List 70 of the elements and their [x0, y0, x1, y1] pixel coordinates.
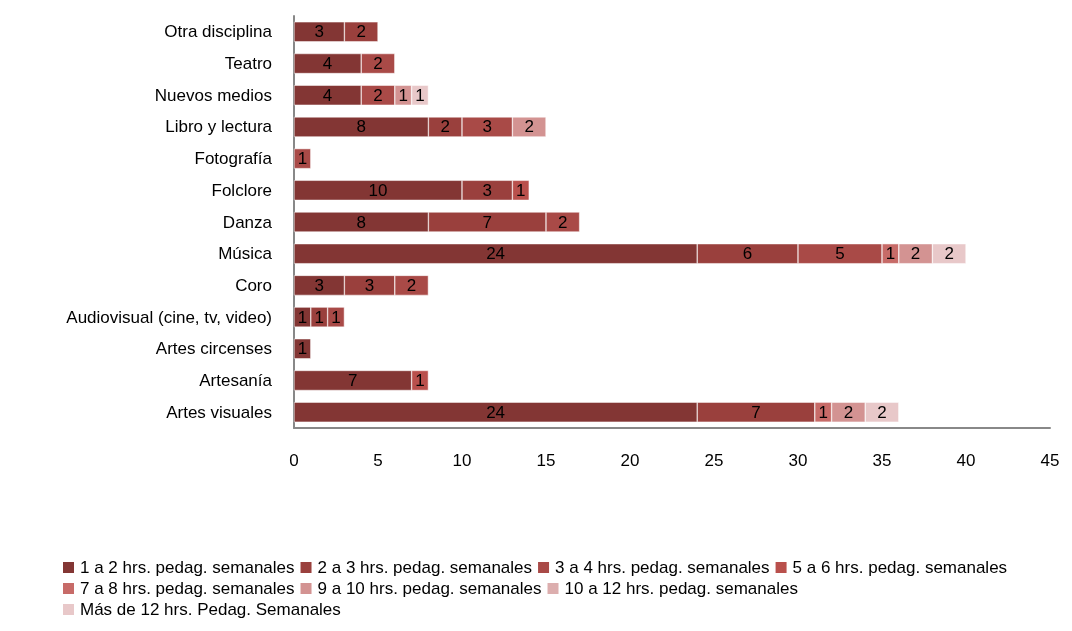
- y-tick-label: Artesanía: [199, 370, 273, 390]
- y-tick-label: Música: [218, 244, 273, 264]
- data-label: 1: [818, 402, 828, 422]
- data-label: 2: [877, 402, 887, 422]
- y-tick-label: Artes visuales: [166, 402, 272, 422]
- x-tick-label: 15: [536, 451, 556, 470]
- data-label: 3: [482, 180, 492, 200]
- data-label: 2: [406, 275, 417, 295]
- y-tick-label: Libro y lectura: [165, 117, 273, 137]
- data-label: 2: [944, 244, 954, 264]
- x-tick-label: 0: [289, 451, 299, 470]
- data-label: 24: [486, 244, 506, 264]
- data-label: 6: [742, 244, 753, 264]
- data-label: 1: [398, 85, 408, 105]
- data-label: 8: [356, 117, 366, 137]
- y-tick-label: Artes circenses: [155, 339, 272, 359]
- y-tick-label: Danza: [222, 212, 273, 232]
- legend-label: 2 a 3 hrs. pedag. semanales: [317, 558, 533, 577]
- legend-label: 10 a 12 hrs. pedag. semanales: [564, 579, 798, 598]
- data-label: 3: [314, 275, 324, 295]
- legend-label: Más de 12 hrs. Pedag. Semanales: [80, 600, 341, 619]
- data-label: 1: [415, 85, 425, 105]
- data-label: 3: [314, 22, 324, 42]
- data-label: 3: [364, 275, 375, 295]
- legend-label: 3 a 4 hrs. pedag. semanales: [555, 558, 770, 577]
- x-tick-label: 30: [788, 451, 808, 470]
- y-tick-label: Folclore: [211, 180, 272, 200]
- data-label: 7: [482, 212, 492, 232]
- data-label: 1: [297, 149, 308, 169]
- data-label: 2: [373, 54, 383, 74]
- legend-label: 9 a 10 hrs. pedag. semanales: [317, 579, 542, 598]
- x-tick-label: 45: [1040, 451, 1060, 470]
- data-label: 1: [314, 307, 324, 327]
- legend-label: 7 a 8 hrs. pedag. semanales: [80, 579, 295, 598]
- y-tick-label: Audiovisual (cine, tv, video): [66, 307, 272, 327]
- x-tick-label: 5: [373, 451, 383, 470]
- x-tick-label: 40: [956, 451, 976, 470]
- data-label: 1: [331, 307, 341, 327]
- data-label: 5: [835, 244, 845, 264]
- data-label: 2: [910, 244, 921, 264]
- data-label: 2: [356, 22, 366, 42]
- data-label: 7: [348, 370, 358, 390]
- data-label: 1: [297, 307, 308, 327]
- data-label: 2: [524, 117, 534, 137]
- y-tick-label: Coro: [235, 275, 272, 295]
- data-label: 10: [368, 180, 388, 200]
- data-label: 1: [516, 180, 526, 200]
- data-label: 3: [482, 117, 492, 137]
- y-tick-label: Nuevos medios: [154, 85, 272, 105]
- y-tick-label: Fotografía: [194, 149, 273, 169]
- data-label: 1: [297, 339, 308, 359]
- data-label: 4: [322, 54, 333, 74]
- data-label: 1: [415, 370, 425, 390]
- data-label: 4: [322, 85, 333, 105]
- data-label: 1: [885, 244, 896, 264]
- data-label: 7: [751, 402, 761, 422]
- x-tick-label: 10: [452, 451, 472, 470]
- data-label: 24: [486, 402, 506, 422]
- x-tick-label: 25: [704, 451, 724, 470]
- legend-label: 5 a 6 hrs. pedag. semanales: [792, 558, 1008, 577]
- x-tick-label: 35: [872, 451, 892, 470]
- y-tick-label: Teatro: [224, 54, 272, 74]
- legend-label: 1 a 2 hrs. pedag. semanales: [80, 558, 295, 577]
- data-label: 8: [356, 212, 366, 232]
- data-label: 2: [558, 212, 568, 232]
- y-tick-label: Otra disciplina: [164, 22, 273, 42]
- data-label: 2: [373, 85, 383, 105]
- x-tick-label: 20: [620, 451, 640, 470]
- data-label: 2: [843, 402, 854, 422]
- data-label: 2: [440, 117, 450, 137]
